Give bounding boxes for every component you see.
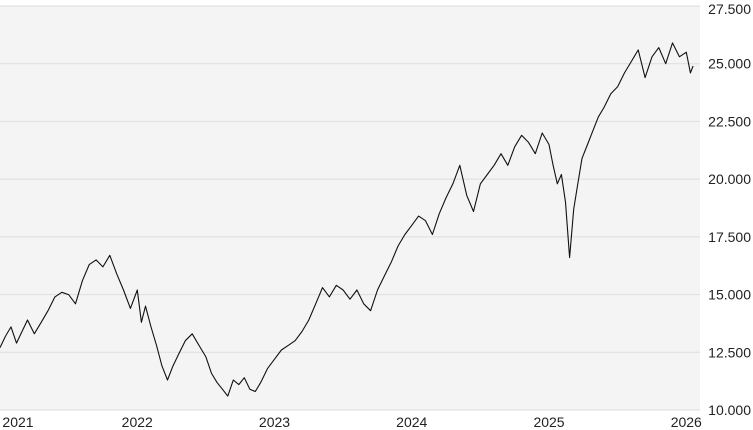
plot-area <box>0 6 700 410</box>
y-tick-label: 27.500 <box>708 1 751 17</box>
y-tick-label: 12.500 <box>708 344 751 360</box>
y-axis-ticks: 10.000 12.500 15.000 17.500 20.000 22.500 25.0… <box>708 1 751 418</box>
gridlines <box>0 5 700 411</box>
x-tick-label: 2025 <box>533 414 564 430</box>
x-tick-label: 2022 <box>122 414 153 430</box>
y-tick-label: 20.000 <box>708 171 751 187</box>
x-tick-label: 2024 <box>396 414 427 430</box>
y-tick-label: 17.500 <box>708 229 751 245</box>
x-axis-ticks: 2021 2022 2023 2024 2025 2026 <box>2 414 702 430</box>
price-line <box>0 42 694 397</box>
y-tick-label: 15.000 <box>708 287 751 303</box>
x-tick-label: 2023 <box>259 414 290 430</box>
x-tick-label: 2021 <box>2 414 33 430</box>
x-tick-label: 2026 <box>671 414 702 430</box>
y-tick-label: 25.000 <box>708 56 751 72</box>
y-tick-label: 10.000 <box>708 402 751 418</box>
y-tick-label: 22.500 <box>708 113 751 129</box>
